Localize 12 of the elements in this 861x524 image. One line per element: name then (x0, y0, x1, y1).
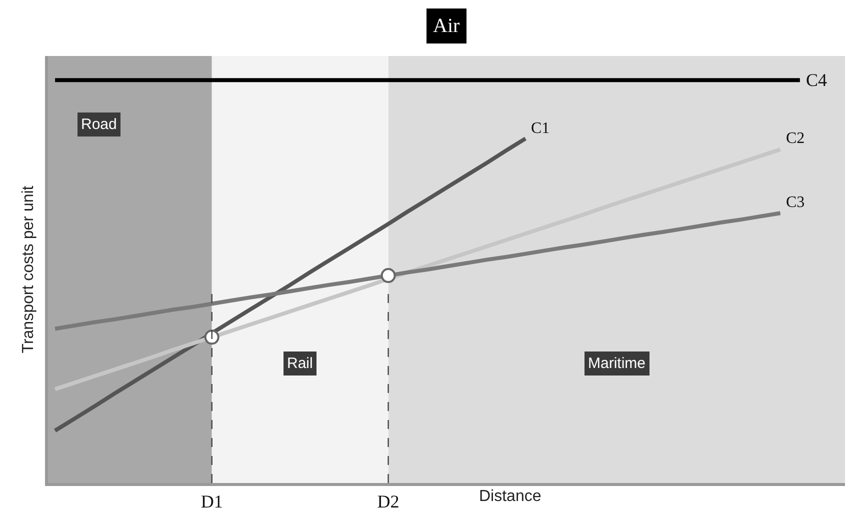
text: Air (433, 15, 460, 37)
annotation: Maritime (588, 355, 646, 372)
series-label: C2 (786, 130, 805, 147)
series-label: C1 (531, 120, 550, 137)
series-label: C4 (806, 70, 828, 90)
x-axis-title: Distance (479, 488, 542, 505)
series-label: C3 (786, 194, 805, 211)
x-tick-label: D1 (200, 492, 223, 512)
x-tick-label: D2 (377, 492, 400, 512)
band-label: Rail (287, 355, 313, 372)
y-axis-title: Transport costs per unit (20, 185, 37, 354)
annotation: Road (81, 116, 117, 133)
